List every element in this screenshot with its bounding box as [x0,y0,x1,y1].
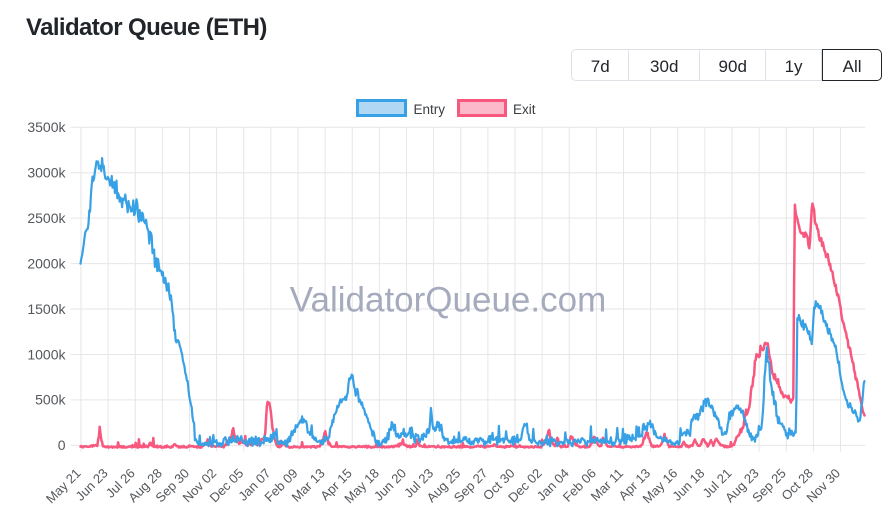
svg-text:May 21: May 21 [43,466,84,507]
svg-text:ValidatorQueue.com: ValidatorQueue.com [290,281,606,320]
svg-text:2500k: 2500k [27,210,66,226]
svg-text:0: 0 [58,437,66,453]
svg-text:1000k: 1000k [27,346,66,362]
svg-text:2000k: 2000k [27,255,66,271]
svg-text:3000k: 3000k [27,165,66,181]
svg-text:1500k: 1500k [27,301,66,317]
svg-text:500k: 500k [35,392,66,408]
svg-text:3500k: 3500k [27,119,66,135]
